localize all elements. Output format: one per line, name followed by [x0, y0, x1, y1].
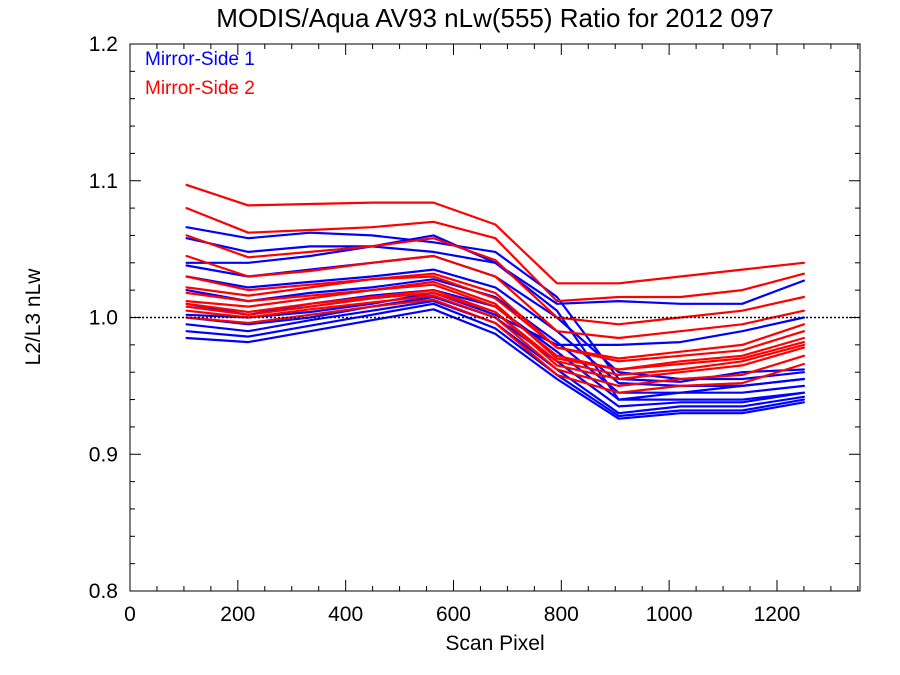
- plot-frame: [129, 43, 861, 592]
- mirror-side-2-line: [185, 234, 806, 326]
- axis-ticks: [129, 43, 860, 592]
- mirror-side-2-line: [185, 207, 806, 303]
- mirror-side-2-line: [185, 254, 806, 340]
- x-tick-label: 1000: [646, 603, 693, 626]
- series-lines: [185, 183, 806, 420]
- mirror-side-1-line: [185, 291, 806, 346]
- y-tick-label: 1.2: [89, 33, 118, 56]
- y-axis-label: L2/L3 nLw: [22, 268, 45, 366]
- mirror-side-2-line: [185, 275, 806, 363]
- legend-mirror-side-1: Mirror-Side 1: [145, 49, 255, 70]
- legend-mirror-side-2: Mirror-Side 2: [145, 78, 255, 99]
- x-tick-label: 600: [436, 603, 471, 626]
- y-tick-label: 1.1: [89, 170, 118, 193]
- x-tick-label: 400: [328, 603, 363, 626]
- mirror-side-2-line: [185, 291, 806, 376]
- mirror-side-2-line: [185, 298, 806, 394]
- y-tick-label: 0.8: [89, 580, 118, 603]
- mirror-side-1-line: [185, 234, 806, 305]
- x-tick-label: 1200: [754, 603, 801, 626]
- x-tick-label: 800: [544, 603, 579, 626]
- mirror-side-2-line: [185, 283, 806, 371]
- x-axis-label: Scan Pixel: [445, 632, 544, 655]
- mirror-side-1-line: [185, 308, 806, 420]
- mirror-side-2-line: [185, 272, 806, 360]
- mirror-side-2-line: [185, 280, 806, 371]
- mirror-side-1-line: [185, 278, 806, 394]
- tick-labels: 0 200 400 600 800 1000 1200 0.8 0.9 1.0 1.1 1.2: [89, 33, 801, 626]
- mirror-side-2-line: [185, 183, 806, 285]
- y-tick-label: 1.0: [89, 307, 118, 330]
- x-tick-label: 200: [220, 603, 255, 626]
- y-tick-label: 0.9: [89, 443, 118, 466]
- x-tick-label: 0: [124, 603, 136, 626]
- mirror-side-1-line: [185, 302, 806, 418]
- chart-title: MODIS/Aqua AV93 nLw(555) Ratio for 2012 …: [216, 3, 773, 33]
